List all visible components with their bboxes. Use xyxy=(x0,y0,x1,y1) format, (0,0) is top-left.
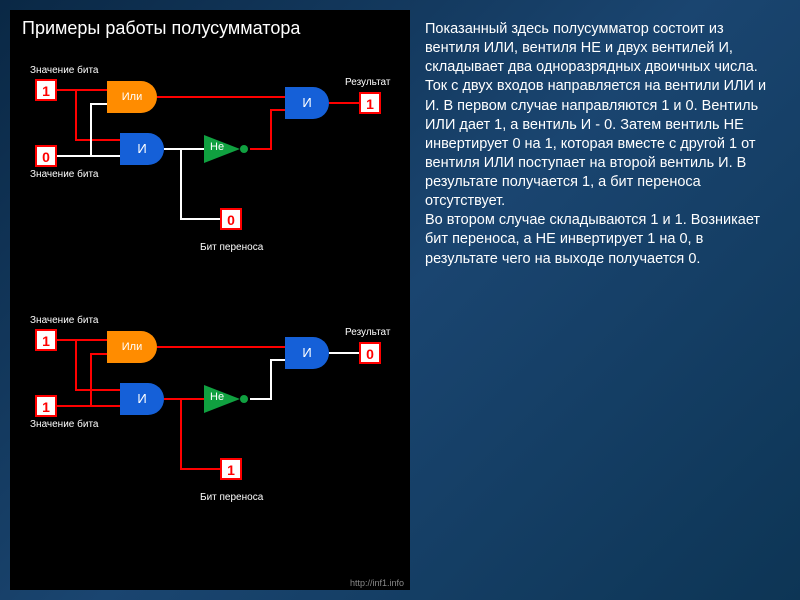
input-top-2: 1 xyxy=(35,329,57,351)
or-gate-1: Или xyxy=(107,81,157,113)
and-gate-1b: И xyxy=(285,87,329,119)
and-gate-1a: И xyxy=(120,133,164,165)
and-gate-2a: И xyxy=(120,383,164,415)
source-url: http://inf1.info xyxy=(350,578,404,588)
label-bit-value-bot-2: Значение бита xyxy=(30,419,98,430)
carry-box-2: 1 xyxy=(220,458,242,480)
diagram-1: Значение бита 1 Значение бита 0 Или И Не xyxy=(10,47,410,287)
result-box-1: 1 xyxy=(359,92,381,114)
label-bit-value-top: Значение бита xyxy=(30,65,98,76)
body-text: Показанный здесь полусумматор состоит из… xyxy=(425,20,780,269)
label-carry-2: Бит переноса xyxy=(200,492,263,503)
not-gate-2: Не xyxy=(204,385,250,413)
result-box-2: 0 xyxy=(359,342,381,364)
input-top-1: 1 xyxy=(35,79,57,101)
label-result-2: Результат xyxy=(345,327,390,338)
input-bottom-2: 1 xyxy=(35,395,57,417)
input-bottom-1: 0 xyxy=(35,145,57,167)
not-gate-1: Не xyxy=(204,135,250,163)
and-gate-2b: И xyxy=(285,337,329,369)
text-panel: Показанный здесь полусумматор состоит из… xyxy=(415,0,795,600)
label-bit-value-top-2: Значение бита xyxy=(30,315,98,326)
or-gate-2: Или xyxy=(107,331,157,363)
carry-box-1: 0 xyxy=(220,208,242,230)
diagram-panel: Примеры работы полусумматора Значение би… xyxy=(10,10,410,590)
label-bit-value-bot: Значение бита xyxy=(30,169,98,180)
panel-title: Примеры работы полусумматора xyxy=(10,10,410,47)
label-result-1: Результат xyxy=(345,77,390,88)
diagram-2: Значение бита 1 Значение бита 1 Или И Не… xyxy=(10,297,410,537)
label-carry-1: Бит переноса xyxy=(200,242,263,253)
not-label-1: Не xyxy=(210,141,224,153)
not-label-2: Не xyxy=(210,391,224,403)
